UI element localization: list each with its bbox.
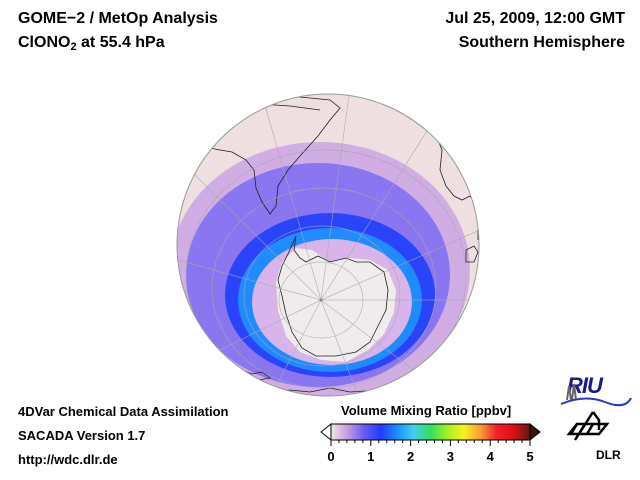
- colorbar-label: Volume Mixing Ratio [ppbv]: [341, 403, 512, 418]
- title-species: ClONO2 at 55.4 hPa: [18, 34, 165, 53]
- colorbar-tick-label: 1: [367, 449, 375, 464]
- footer-assimilation: 4DVar Chemical Data Assimilation: [18, 404, 229, 419]
- dlr-emblem-icon: [566, 411, 610, 441]
- footer-url[interactable]: http://wdc.dlr.de: [18, 452, 118, 467]
- colorbar-extend-low: [320, 422, 332, 442]
- hemisphere-label: Southern Hemisphere: [458, 34, 625, 51]
- riu-cathedral-icon: [566, 383, 577, 401]
- madagascar-coastline: [465, 245, 479, 263]
- riu-wave-icon: [560, 397, 632, 407]
- species-subscript: 2: [70, 41, 77, 53]
- antarctica-coastline: [277, 235, 389, 357]
- graticule: [177, 94, 479, 396]
- south-pole-marker: [319, 298, 323, 302]
- colorbar-tick-label: 2: [406, 449, 415, 464]
- antarctica-low-region: [276, 248, 396, 362]
- dlr-logo-text: DLR: [596, 448, 621, 462]
- footer-version: SACADA Version 1.7: [18, 428, 146, 443]
- colorbar-tick-label: 5: [526, 449, 534, 464]
- globe-outline: [176, 93, 480, 397]
- datetime-label: Jul 25, 2009, 12:00 GMT: [445, 10, 625, 27]
- colorbar-gradient: [330, 423, 531, 441]
- species-name: ClONO: [18, 34, 71, 51]
- riu-dlr-logo-graphics: [560, 383, 632, 441]
- colorbar-extend-high: [529, 422, 541, 442]
- colorbar-tick-label: 3: [446, 449, 454, 464]
- title-line-1: GOME−2 / MetOp Analysis: [18, 10, 218, 27]
- colorbar-tick-label: 4: [486, 449, 494, 464]
- species-level: at 55.4 hPa: [76, 34, 165, 51]
- colorbar-tick-label: 0: [327, 449, 335, 464]
